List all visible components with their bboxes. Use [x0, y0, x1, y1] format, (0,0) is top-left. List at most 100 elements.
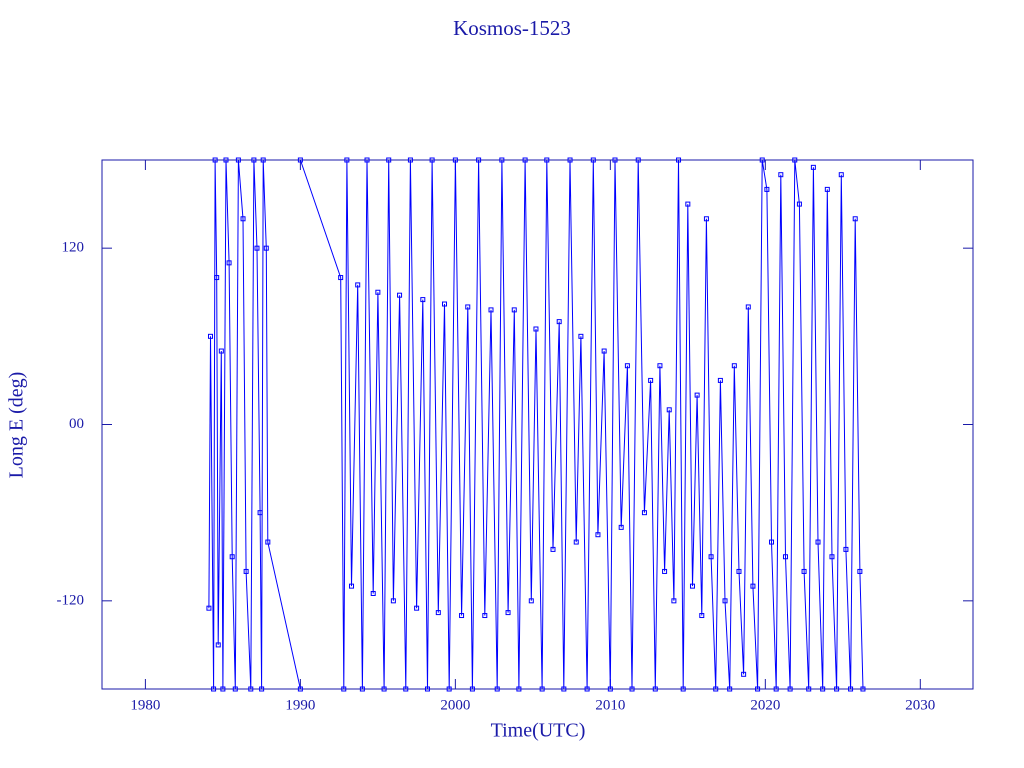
data-point	[652, 686, 658, 692]
data-point	[857, 568, 863, 574]
data-point	[511, 307, 517, 313]
data-point	[420, 297, 426, 303]
data-point	[662, 568, 668, 574]
data-point	[843, 546, 849, 552]
data-point	[528, 598, 534, 604]
data-point	[689, 583, 695, 589]
data-point	[206, 605, 212, 611]
data-point	[459, 613, 465, 619]
data-point	[680, 686, 686, 692]
data-point	[257, 510, 263, 516]
data-point	[397, 292, 403, 298]
data-point	[390, 598, 396, 604]
data-point	[657, 363, 663, 369]
data-point	[446, 686, 452, 692]
y-tick-label: 120	[62, 240, 85, 256]
data-point	[699, 613, 705, 619]
data-point	[815, 539, 821, 545]
y-axis-label: Long E (deg)	[6, 372, 28, 479]
data-point	[349, 583, 355, 589]
data-point	[810, 164, 816, 170]
data-point	[476, 157, 482, 163]
data-point	[624, 363, 630, 369]
data-point	[263, 245, 269, 251]
data-point	[235, 157, 241, 163]
data-point	[820, 686, 826, 692]
data-point	[488, 307, 494, 313]
data-point	[601, 348, 607, 354]
data-point	[414, 605, 420, 611]
data-point	[260, 157, 266, 163]
data-point	[852, 216, 858, 222]
data-point	[629, 686, 635, 692]
data-point	[612, 157, 618, 163]
data-point	[297, 157, 303, 163]
data-point	[635, 157, 641, 163]
data-point	[618, 524, 624, 530]
data-point	[465, 304, 471, 310]
data-point	[550, 546, 556, 552]
data-point	[764, 186, 770, 192]
data-point	[590, 157, 596, 163]
data-point	[297, 686, 303, 692]
data-point	[824, 186, 830, 192]
data-point	[211, 686, 217, 692]
data-point	[731, 363, 737, 369]
x-tick-label: 1980	[130, 697, 160, 713]
data-point	[578, 333, 584, 339]
data-point	[666, 407, 672, 413]
data-point	[265, 539, 271, 545]
data-point	[424, 686, 430, 692]
data-point	[215, 642, 221, 648]
data-point	[248, 686, 254, 692]
data-point	[386, 157, 392, 163]
data-point	[220, 686, 226, 692]
x-tick-label: 2020	[750, 697, 780, 713]
data-point	[717, 377, 723, 383]
data-point	[792, 157, 798, 163]
data-point	[722, 598, 728, 604]
x-axis-label: Time(UTC)	[491, 720, 586, 742]
data-point	[544, 157, 550, 163]
data-point	[595, 532, 601, 538]
data-point	[727, 686, 733, 692]
data-point	[736, 568, 742, 574]
data-point	[671, 598, 677, 604]
data-point	[860, 686, 866, 692]
y-tick-label: 00	[69, 416, 84, 432]
data-point	[452, 157, 458, 163]
data-point	[370, 590, 376, 596]
data-point	[713, 686, 719, 692]
data-point	[223, 157, 229, 163]
data-point	[243, 568, 249, 574]
data-point	[773, 686, 779, 692]
data-point	[556, 319, 562, 325]
data-point	[539, 686, 545, 692]
data-point	[251, 157, 257, 163]
data-point	[403, 686, 409, 692]
data-point	[561, 686, 567, 692]
data-point	[533, 326, 539, 332]
data-point	[796, 201, 802, 207]
data-point	[505, 610, 511, 616]
data-point	[676, 157, 682, 163]
data-point	[254, 245, 260, 251]
data-point	[407, 157, 413, 163]
data-point	[769, 539, 775, 545]
data-point	[787, 686, 793, 692]
data-point	[442, 301, 448, 307]
data-point	[214, 275, 220, 281]
data-point	[226, 260, 232, 266]
data-line	[208, 159, 864, 690]
data-point	[355, 282, 361, 288]
data-point	[834, 686, 840, 692]
data-point	[801, 568, 807, 574]
data-point	[584, 686, 590, 692]
data-point	[240, 216, 246, 222]
data-point	[703, 216, 709, 222]
data-point	[829, 554, 835, 560]
y-tick-label: -120	[57, 592, 85, 608]
data-point	[750, 583, 756, 589]
data-point	[344, 157, 350, 163]
